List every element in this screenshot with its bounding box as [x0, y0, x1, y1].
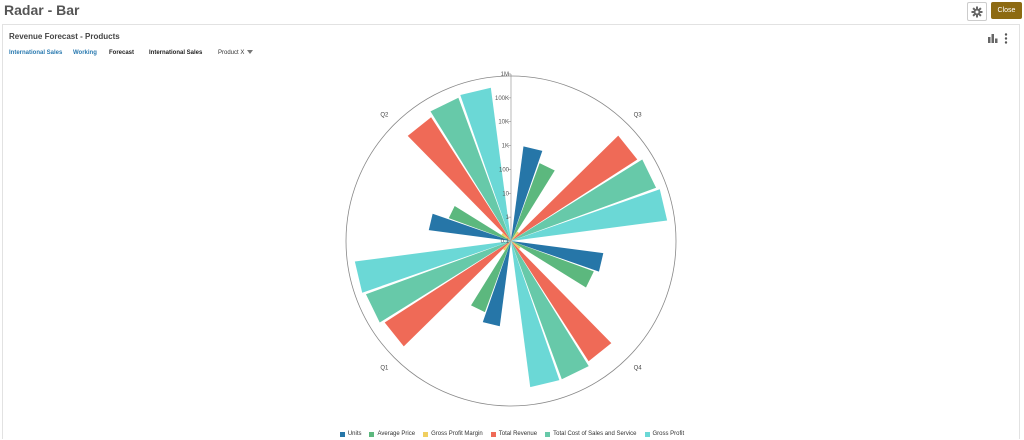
radar-bar[interactable] — [511, 163, 555, 241]
pov-product-dropdown[interactable]: Product X — [218, 50, 254, 56]
legend-label: Total Cost of Sales and Service — [553, 431, 637, 437]
radial-tick-label: 100 — [499, 167, 510, 173]
radar-bar[interactable] — [460, 87, 511, 241]
radial-tick-label: 0.1 — [501, 239, 510, 245]
radar-bar[interactable] — [511, 241, 589, 380]
settings-button[interactable] — [967, 2, 987, 21]
chart-legend: Units Average Price Gross Profit Margin Tot… — [0, 431, 1024, 437]
legend-item[interactable]: Gross Profit Margin — [423, 431, 483, 437]
pov-scenario: Forecast — [109, 50, 135, 56]
legend-label: Gross Profit Margin — [431, 431, 483, 437]
legend-item[interactable]: Gross Profit — [644, 431, 685, 437]
pov-product-label: Product X — [218, 50, 245, 56]
category-label: Q2 — [380, 112, 389, 118]
legend-swatch — [423, 431, 429, 437]
radial-tick-label: 10 — [502, 191, 509, 197]
radar-bar[interactable] — [511, 159, 657, 242]
radar-bar[interactable] — [511, 146, 543, 241]
radar-bar[interactable] — [511, 241, 594, 288]
legend-swatch — [644, 431, 650, 437]
close-button[interactable]: Close — [991, 2, 1022, 19]
radial-tick-label: 1 — [506, 215, 510, 221]
category-label: Q3 — [634, 112, 643, 118]
legend-label: Units — [347, 431, 362, 437]
bar-chart-icon[interactable] — [988, 33, 998, 43]
radar-bar[interactable] — [511, 231, 519, 241]
radar-bar[interactable] — [501, 233, 511, 241]
legend-item[interactable]: Total Revenue — [490, 431, 538, 437]
radar-bar[interactable] — [511, 189, 668, 241]
category-label: Q4 — [634, 366, 643, 372]
legend-swatch — [545, 431, 551, 437]
radar-bar[interactable] — [503, 241, 511, 251]
category-label: Q1 — [380, 366, 389, 372]
legend-label: Total Revenue — [498, 431, 538, 437]
legend-label: Average Price — [377, 431, 416, 437]
radial-tick-label: 100K — [495, 96, 509, 102]
radar-bar[interactable] — [365, 241, 511, 323]
legend-swatch — [369, 431, 375, 437]
radar-bar[interactable] — [511, 241, 604, 272]
legend-item[interactable]: Units — [339, 431, 362, 437]
radar-bar[interactable] — [430, 97, 511, 241]
radar-bar[interactable] — [471, 241, 511, 313]
chevron-down-icon — [247, 50, 254, 55]
app-title: Radar - Bar — [4, 2, 80, 18]
legend-swatch — [339, 431, 345, 437]
pov-version-link[interactable]: Working — [73, 50, 97, 56]
radial-tick-label: 1K — [502, 144, 509, 150]
radar-bar[interactable] — [511, 135, 638, 241]
legend-item[interactable]: Average Price — [369, 431, 415, 437]
vertical-ellipsis-icon[interactable] — [1004, 33, 1008, 44]
radar-bar[interactable] — [354, 241, 511, 293]
radar-bar[interactable] — [511, 241, 521, 249]
radar-bar[interactable] — [407, 117, 511, 241]
pov-entity-link[interactable]: International Sales — [9, 50, 63, 56]
radar-bar[interactable] — [511, 241, 560, 388]
radar-bar[interactable] — [448, 206, 511, 241]
pov-entity: International Sales — [149, 50, 203, 56]
radar-bar[interactable] — [511, 241, 612, 362]
radial-tick-label: 1M — [501, 72, 509, 78]
radial-tick-label: 10K — [498, 120, 509, 126]
radar-bar[interactable] — [384, 241, 511, 347]
radar-bar[interactable] — [428, 213, 511, 241]
legend-item[interactable]: Total Cost of Sales and Service — [545, 431, 637, 437]
gear-icon — [971, 6, 983, 17]
legend-swatch — [490, 431, 496, 437]
app-header: Radar - Bar Close — [0, 0, 1024, 24]
legend-label: Gross Profit — [652, 431, 685, 437]
panel-title: Revenue Forecast - Products — [9, 32, 120, 41]
radar-bar[interactable] — [482, 241, 511, 327]
